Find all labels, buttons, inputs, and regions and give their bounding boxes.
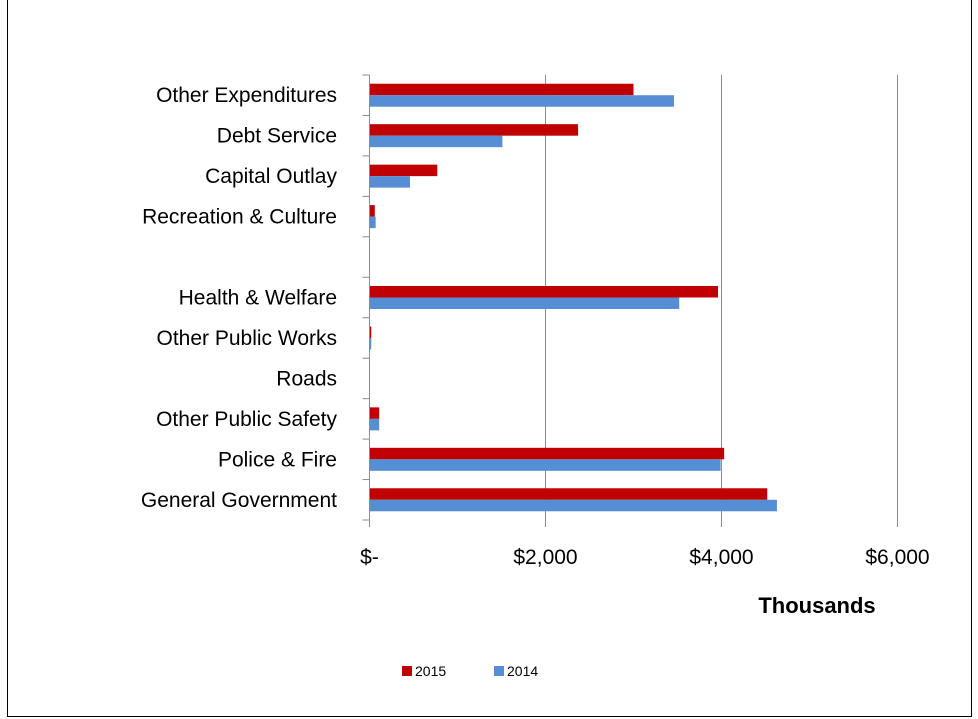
bar-2015 [369, 447, 725, 460]
bar-2015 [369, 326, 372, 338]
bar-2014 [369, 337, 372, 350]
bar-2015 [369, 124, 579, 136]
x-tick-label: $2,000 [513, 546, 577, 569]
x-tick-label: $4,000 [689, 546, 753, 569]
legend-swatch-2014 [494, 666, 504, 676]
bar-2015 [369, 407, 380, 419]
category-labels: General Government Police & Fire Other Pub… [141, 84, 338, 512]
bar-2015 [369, 488, 768, 500]
legend-label-2014: 2014 [507, 663, 538, 679]
x-tick-label: $6,000 [865, 546, 929, 569]
bar-2014 [369, 297, 680, 309]
bar-2014 [369, 135, 503, 148]
chart-frame [7, 0, 972, 717]
category-label: Recreation & Culture [142, 206, 337, 229]
bar-2014 [369, 216, 376, 229]
bar-2014 [369, 499, 777, 512]
x-tick-labels: $- $2,000 $4,000 $6,000 [360, 546, 929, 569]
bar-2015 [369, 286, 718, 298]
y-axis [362, 74, 898, 527]
category-label: Roads [276, 367, 337, 390]
category-label: Debt Service [217, 125, 337, 148]
bar-2015 [369, 83, 634, 96]
category-label: Other Public Safety [156, 408, 337, 431]
bars [369, 83, 777, 512]
bar-2015 [369, 205, 375, 217]
category-label: General Government [141, 489, 337, 512]
legend-swatch-2015 [402, 666, 412, 676]
category-label: Other Expenditures [156, 84, 337, 107]
x-axis-title: Thousands [758, 593, 875, 618]
category-label: Police & Fire [218, 448, 337, 471]
legend: 2015 2014 [402, 663, 538, 679]
bar-2015 [369, 164, 438, 177]
category-label: Health & Welfare [179, 287, 337, 310]
bar-2014 [369, 418, 380, 431]
bar-2014 [369, 176, 410, 188]
category-label: Capital Outlay [205, 165, 337, 188]
x-tick-label: $- [360, 546, 379, 569]
bar-2014 [369, 459, 721, 471]
legend-label-2015: 2015 [415, 663, 446, 679]
category-label: Other Public Works [157, 327, 338, 350]
bar-2014 [369, 95, 674, 107]
